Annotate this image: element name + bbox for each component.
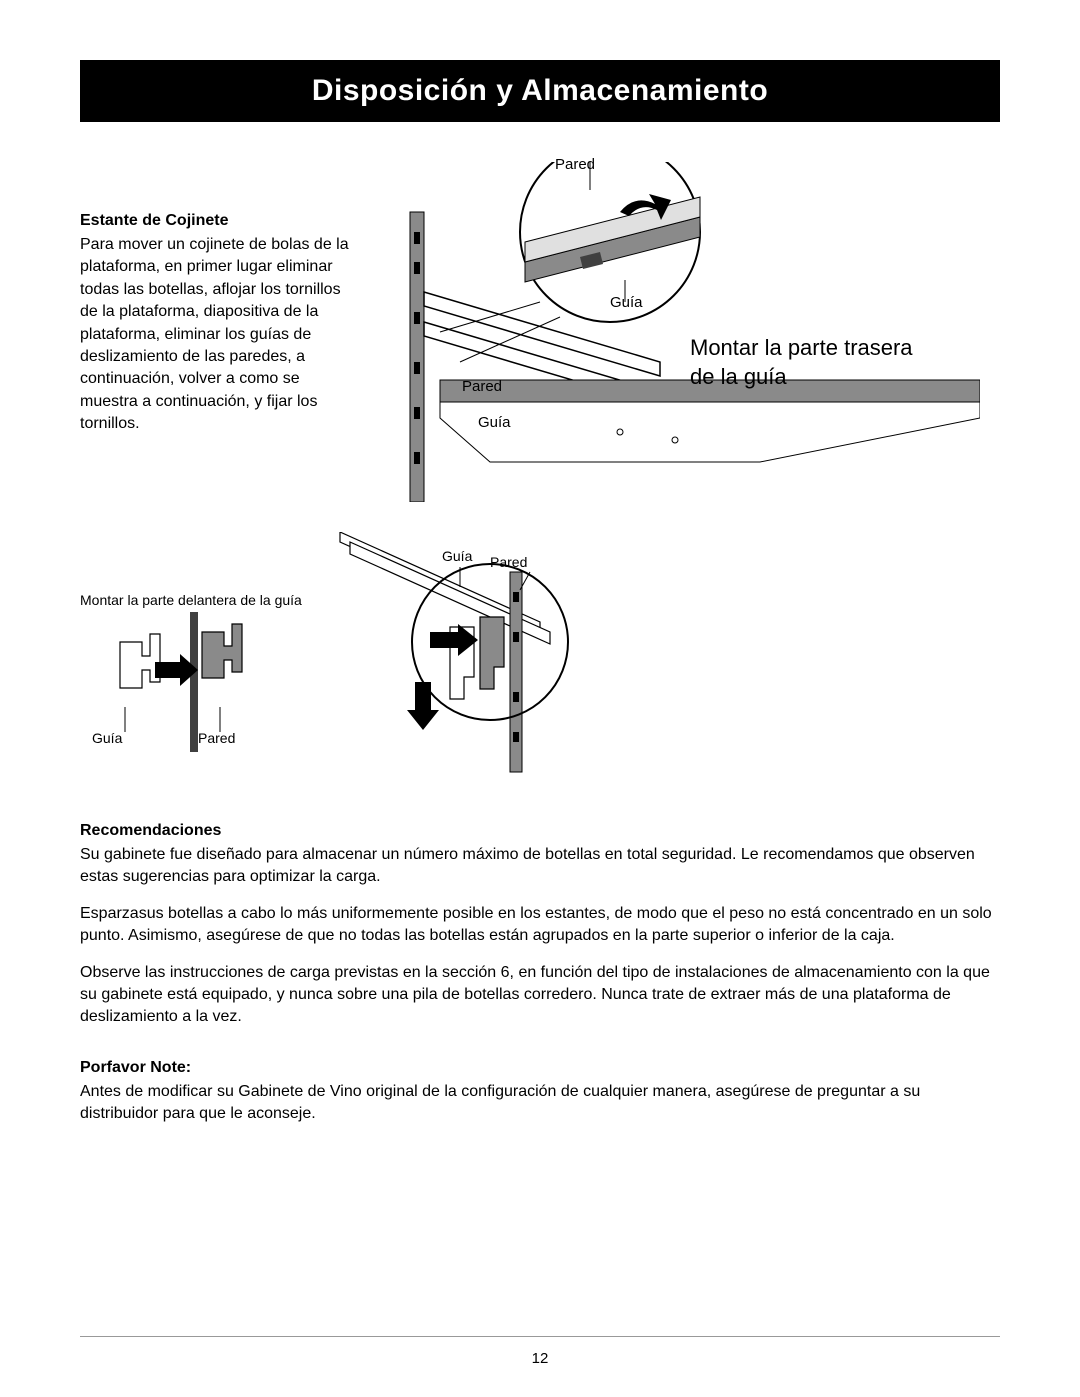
page-number: 12 [0, 1350, 1080, 1367]
d1-label-pared-top: Pared [555, 156, 595, 173]
d1-label-guia-mid: Guía [478, 414, 511, 431]
rec-p1: Su gabinete fue diseñado para almacenar … [80, 844, 1000, 889]
rec-p3: Observe las instrucciones de carga previ… [80, 962, 1000, 1029]
d1-caption: Montar la parte trasera de la guía [690, 334, 940, 391]
d1-label-guia-top: Guía [610, 294, 643, 311]
heading-note: Porfavor Note: [80, 1059, 1000, 1077]
diagram1-svg [380, 162, 980, 502]
page-title-bar: Disposición y Almacenamiento [80, 60, 1000, 122]
lower-sections: Recomendaciones Su gabinete fue diseñado… [80, 822, 1000, 1126]
body-estante: Para mover un cojinete de bolas de la pl… [80, 234, 360, 436]
diagram-front-mount: Montar la parte delantera de la guía Guí… [80, 532, 1000, 782]
page-title: Disposición y Almacenamiento [312, 74, 768, 107]
d2-caption: Montar la parte delantera de la guía [80, 592, 302, 608]
row-top: Estante de Cojinete Para mover un cojine… [80, 162, 1000, 502]
diagram-rear-mount: Pared Guía Pared Guía Montar la parte tr… [380, 162, 1000, 502]
section-note: Porfavor Note: Antes de modificar su Gab… [80, 1059, 1000, 1126]
section-estante: Estante de Cojinete Para mover un cojine… [80, 162, 360, 502]
rec-p2: Esparzasus botellas a cabo lo más unifor… [80, 903, 1000, 948]
d2-label-guia-top: Guía [442, 548, 472, 564]
diagram2-svg [80, 532, 640, 782]
d2-label-pared-top: Pared [490, 554, 527, 570]
section-recomendaciones: Recomendaciones Su gabinete fue diseñado… [80, 822, 1000, 1029]
heading-recomendaciones: Recomendaciones [80, 822, 1000, 840]
heading-estante: Estante de Cojinete [80, 212, 360, 230]
d2-label-guia-bottom: Guía [92, 730, 122, 746]
d1-label-pared-mid: Pared [462, 378, 502, 395]
note-p1: Antes de modificar su Gabinete de Vino o… [80, 1081, 1000, 1126]
footer-rule [80, 1336, 1000, 1337]
d2-label-pared-bottom: Pared [198, 730, 235, 746]
